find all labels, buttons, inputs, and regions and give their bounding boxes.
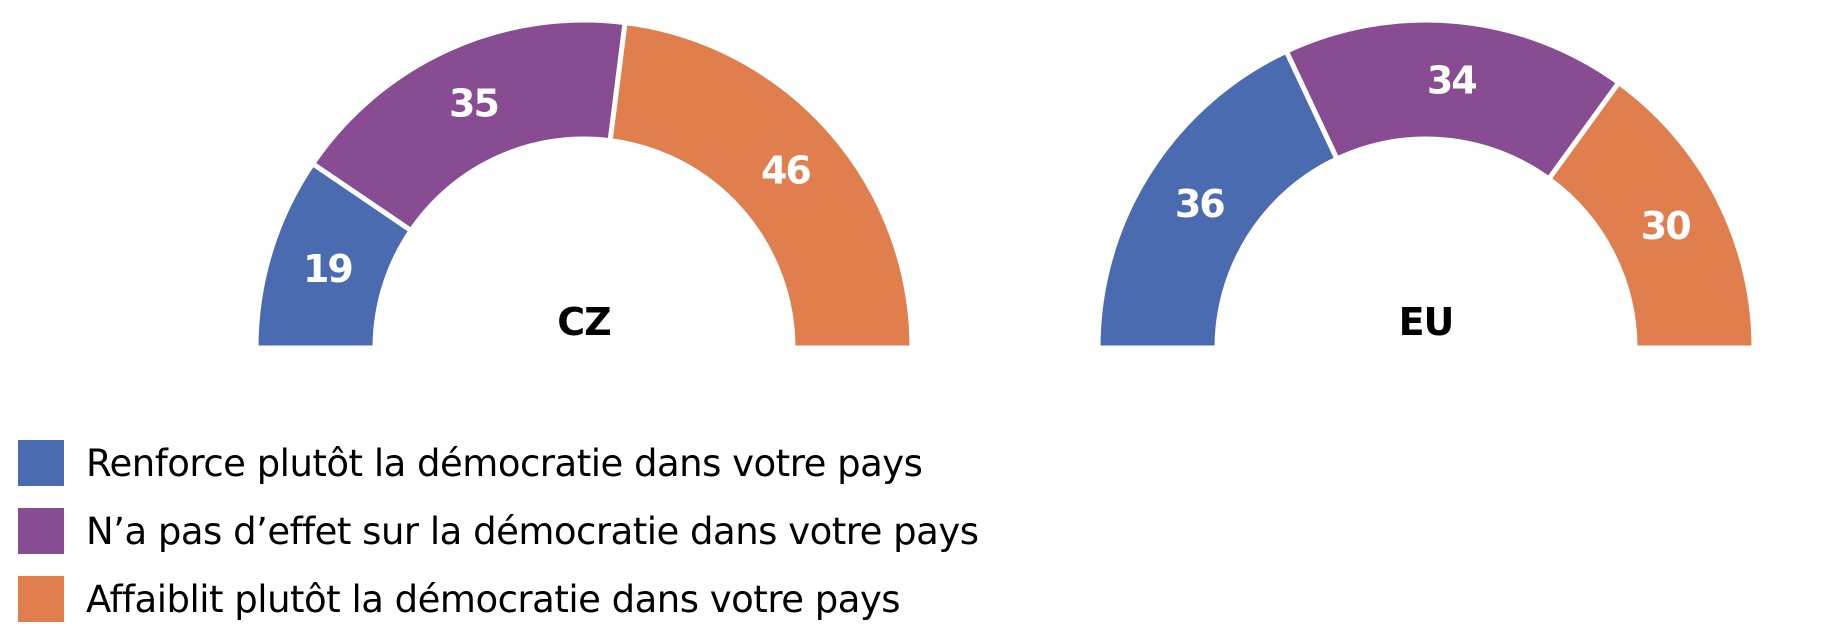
center-label-eu: EU xyxy=(1399,300,1454,344)
center-label-cz: CZ xyxy=(557,300,610,344)
slice-eu-pas-d-effet xyxy=(1283,17,1623,183)
legend-item-affaiblit: Affaiblit plutôt la démocratie dans votr… xyxy=(18,565,979,633)
legend-label-affaiblit: Affaiblit plutôt la démocratie dans votr… xyxy=(86,577,901,621)
chart-eu: 36 34 30 EU xyxy=(1095,17,1757,351)
value-label-cz-pas-d-effet: 35 xyxy=(449,81,498,125)
value-label-eu-pas-d-effet: 34 xyxy=(1427,59,1476,103)
legend-item-renforce: Renforce plutôt la démocratie dans votre… xyxy=(18,429,979,497)
slice-cz-affaiblit xyxy=(607,19,915,351)
legend-item-pas-d-effet: N’a pas d’effet sur la démocratie dans v… xyxy=(18,497,979,565)
legend-label-pas-d-effet: N’a pas d’effet sur la démocratie dans v… xyxy=(86,509,979,553)
legend-swatch-pas-d-effet xyxy=(18,508,64,554)
value-label-eu-affaiblit: 30 xyxy=(1641,204,1690,248)
slice-eu-affaiblit xyxy=(1545,79,1757,351)
value-label-eu-renforce: 36 xyxy=(1175,182,1224,226)
legend-swatch-renforce xyxy=(18,440,64,486)
legend-swatch-affaiblit xyxy=(18,576,64,622)
value-label-cz-affaiblit: 46 xyxy=(761,148,810,192)
chart-cz: 19 35 46 CZ xyxy=(253,17,915,351)
value-label-cz-renforce: 19 xyxy=(303,247,352,291)
legend: Renforce plutôt la démocratie dans votre… xyxy=(18,429,979,633)
slice-eu-renforce xyxy=(1095,47,1341,351)
legend-label-renforce: Renforce plutôt la démocratie dans votre… xyxy=(86,441,923,485)
